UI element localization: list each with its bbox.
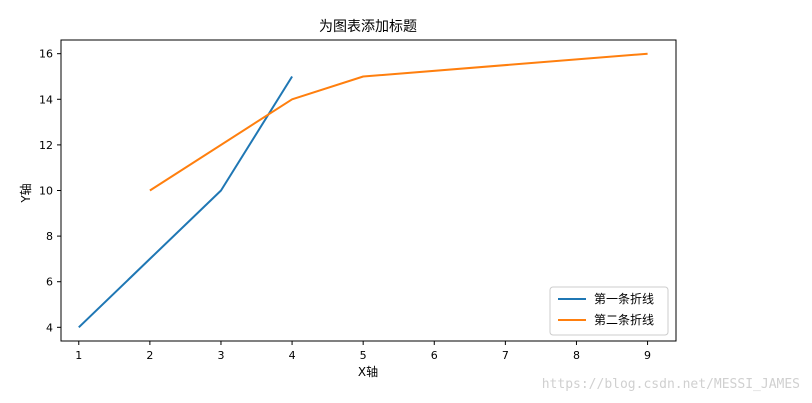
x-tick-label: 1 — [75, 349, 82, 362]
y-tick-label: 6 — [46, 276, 53, 289]
y-tick-label: 4 — [46, 321, 53, 334]
y-axis: 4 6 8 10 12 14 16 — [39, 48, 61, 334]
x-tick-label: 8 — [573, 349, 580, 362]
watermark: https://blog.csdn.net/MESSI_JAMES — [542, 377, 800, 392]
series-line-2 — [149, 52, 648, 192]
y-tick-label: 12 — [39, 139, 53, 152]
y-tick-label: 10 — [39, 185, 53, 198]
x-tick-label: 2 — [146, 349, 153, 362]
x-tick-label: 5 — [360, 349, 367, 362]
series-line-1 — [78, 75, 293, 329]
x-tick-label: 9 — [644, 349, 651, 362]
series-group — [78, 52, 648, 329]
chart-title: 为图表添加标题 — [319, 19, 417, 35]
x-tick-label: 3 — [217, 349, 224, 362]
y-axis-label: Y轴 — [18, 183, 33, 203]
x-tick-label: 7 — [502, 349, 509, 362]
x-tick-label: 4 — [289, 349, 296, 362]
y-tick-label: 16 — [39, 48, 53, 61]
x-axis: 1 2 3 4 5 6 7 8 9 — [75, 341, 651, 362]
x-axis-label: X轴 — [358, 364, 378, 379]
x-tick-label: 6 — [431, 349, 438, 362]
legend-label: 第一条折线 — [594, 291, 654, 306]
y-tick-label: 8 — [46, 230, 53, 243]
legend-label: 第二条折线 — [594, 312, 654, 327]
y-tick-label: 14 — [39, 93, 53, 106]
